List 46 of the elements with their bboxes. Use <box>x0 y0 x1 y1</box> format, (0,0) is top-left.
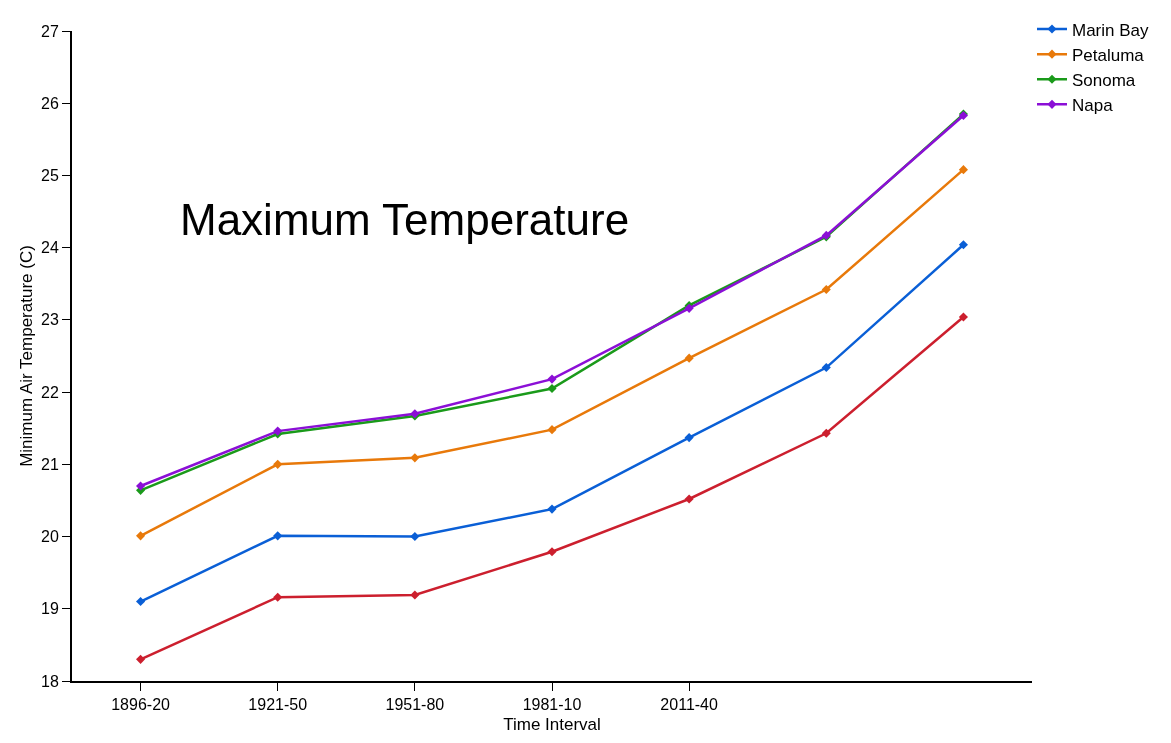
y-tick-label: 26 <box>41 94 59 112</box>
x-axis-title: Time Interval <box>503 715 601 735</box>
point <box>410 532 420 542</box>
y-tick-label: 24 <box>41 239 59 257</box>
point <box>958 165 968 175</box>
point <box>684 494 694 504</box>
point <box>547 425 557 435</box>
point <box>273 592 283 602</box>
y-tick-label: 19 <box>41 600 59 618</box>
point <box>821 428 831 438</box>
point <box>821 363 831 373</box>
point <box>958 240 968 250</box>
x-tick-label: 1981-10 <box>522 696 582 714</box>
x-tick-label: 2011-40 <box>660 696 719 714</box>
point <box>410 453 420 463</box>
point <box>684 353 694 363</box>
point <box>958 312 968 322</box>
y-axis-title: Minimum Air Temperature (C) <box>17 245 37 467</box>
x-tick-label: 1951-80 <box>385 696 445 714</box>
y-tick-label: 25 <box>41 167 59 185</box>
point <box>136 531 146 541</box>
point <box>410 590 420 600</box>
text: Maximum Temperature <box>180 195 630 244</box>
point <box>547 547 557 557</box>
point <box>547 504 557 514</box>
legend-label: Petaluma <box>1072 45 1145 65</box>
point <box>273 531 283 541</box>
point <box>821 285 831 295</box>
legend-label: Marin Bay <box>1072 20 1150 40</box>
x-tick-label: 1921-50 <box>248 696 308 714</box>
y-tick-label: 21 <box>41 455 59 473</box>
y-tick-label: 23 <box>41 311 59 329</box>
legend-label: Sonoma <box>1072 70 1136 90</box>
x-tick-label: 1896-20 <box>111 696 171 714</box>
y-tick-label: 18 <box>41 672 59 690</box>
y-tick-label: 22 <box>41 383 59 401</box>
point <box>684 433 694 443</box>
point <box>136 481 146 491</box>
point <box>136 654 146 664</box>
point <box>273 459 283 469</box>
y-tick-label: 20 <box>41 528 59 546</box>
legend-label: Napa <box>1072 95 1114 115</box>
point <box>136 597 146 607</box>
point <box>547 383 557 394</box>
y-tick-label: 27 <box>41 22 59 40</box>
point <box>547 374 557 384</box>
